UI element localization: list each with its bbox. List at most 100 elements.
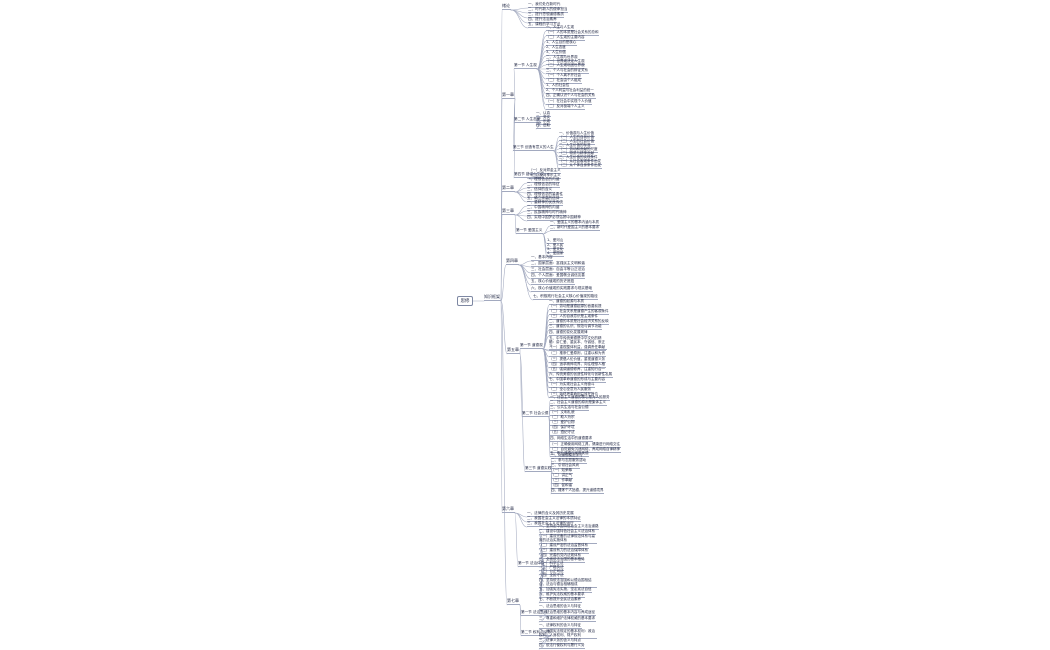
mindmap-node[interactable]: 三、民族精神与时代精神 xyxy=(527,210,568,216)
mindmap-node[interactable]: （一）劳动是道德起源的首要前提 xyxy=(549,304,602,310)
mindmap-node[interactable]: 第二节 社会公德 xyxy=(522,411,549,417)
mindmap-node[interactable]: （四）促和谐 xyxy=(551,483,573,489)
mindmap-node[interactable]: 三、尊重和维护法律权威的基本要求 xyxy=(539,616,596,622)
mindmap-node[interactable]: （四）完善的党内法规体系 xyxy=(539,553,582,559)
mindmap-node[interactable]: 第七章 xyxy=(507,598,520,606)
mindmap-root-node[interactable]: 思修 xyxy=(457,296,473,307)
mindmap-node[interactable]: 七、积极践行社会主义核心价值观的路径 xyxy=(533,294,599,300)
mindmap-node[interactable]: （二）从个体自身条件出发 xyxy=(559,163,602,169)
mindmap-node[interactable]: 第一节 法治思维 xyxy=(521,610,548,616)
mindmap-node[interactable]: （一）知荣辱 xyxy=(551,468,573,474)
mindmap-node[interactable]: 一、法律的含义及其历史发展 xyxy=(527,511,575,517)
mindmap-node[interactable]: 2、个人利益与社会利益的统一 xyxy=(546,88,595,94)
mindmap-node[interactable]: 第六章 xyxy=(502,506,515,514)
mindmap-node[interactable]: （一）在社会中实现个人价值 xyxy=(546,99,592,105)
mindmap-node[interactable]: 第一节 爱国主义 xyxy=(516,228,543,234)
mindmap-node[interactable]: （二）人生的社会价值 xyxy=(559,139,595,145)
mindmap-node[interactable]: 1、爱河山 xyxy=(547,238,564,244)
mindmap-node[interactable]: 六、维护宪法权威的基本要求 xyxy=(539,592,585,598)
mindmap-node[interactable]: 三、社会层面：自由平等公正法治 xyxy=(531,267,586,273)
mindmap-node[interactable]: （三）始终把革命利益放在首位 xyxy=(549,392,599,398)
mindmap-node[interactable]: 四、坚持依法治国和以德治国相结合，法治与德治相辅相成 xyxy=(539,578,597,588)
mindmap-node[interactable]: 一、坚持走中国特色社会主义法治道路 xyxy=(539,524,599,530)
mindmap-node[interactable]: 第二章 xyxy=(502,185,515,193)
mindmap-node[interactable]: 四、道德的变化发展规律 xyxy=(549,330,588,336)
mindmap-node[interactable]: 第三节 创造有意义的人生 xyxy=(513,145,555,151)
mindmap-node[interactable]: 五、核心价值观的历史底蕴 xyxy=(531,279,575,285)
mindmap-node[interactable]: 三、信仰的含义 xyxy=(527,187,553,193)
mindmap-node[interactable]: 四、个人层面：爱国敬业诚信友善 xyxy=(531,273,586,279)
mindmap-node[interactable]: 四、正确认识个人与社会的关系 xyxy=(546,93,596,99)
mindmap-node[interactable]: （二）反对享乐主义 xyxy=(529,173,561,179)
mindmap-node[interactable]: （一）文明礼貌 xyxy=(550,410,575,416)
mindmap-node[interactable]: 二、参与志愿服务活动 xyxy=(551,458,587,464)
mindmap-node[interactable]: 第三章 xyxy=(502,208,515,216)
mindmap-node[interactable]: 五、职业道德与家庭美德 xyxy=(550,451,589,457)
mindmap-node[interactable]: 一、理想信念的内涵 xyxy=(527,177,560,183)
mindmap-node[interactable]: 第三节 道德实践 xyxy=(525,466,552,472)
mindmap-node[interactable]: 二、道德的本质是社会经济关系的反映 xyxy=(549,319,609,325)
mindmap-node[interactable]: 三、人生价值的实现条件 xyxy=(559,155,598,161)
mindmap-node[interactable]: 七、中国革命道德的形成与主要内容 xyxy=(549,377,606,383)
mindmap-node[interactable]: 第五章 xyxy=(507,347,520,355)
mindmap-node[interactable]: （一）科学立法 xyxy=(539,561,564,567)
mindmap-node[interactable]: 2、人生态度 xyxy=(546,45,567,51)
mindmap-node[interactable]: 一、社会主义道德的核心是为人民服务 xyxy=(550,395,610,401)
mindmap-node[interactable]: （一）个人离不开社会 xyxy=(546,73,582,79)
mindmap-node[interactable]: （一）劳动和贡献的尺度 xyxy=(559,147,598,153)
mindmap-node[interactable]: 二、人生价值的标准 xyxy=(559,143,591,149)
mindmap-node[interactable]: （四）保护环境 xyxy=(550,425,575,431)
mindmap-node[interactable]: 知识框架 xyxy=(484,294,501,302)
mindmap-node[interactable]: 第二节 权利与义务 xyxy=(521,630,552,636)
mindmap-node[interactable]: 1、人生目的是核心 xyxy=(546,40,577,46)
mindmap-node[interactable]: 三、乐观 xyxy=(536,119,551,125)
mindmap-node[interactable]: （二）推崇仁爱原则，注重以和为贵 xyxy=(549,351,606,357)
mindmap-node[interactable]: 三、个人与社会的辩证关系 xyxy=(546,68,589,74)
mindmap-node[interactable]: （一）重视整体利益，强调责任奉献 xyxy=(549,345,606,351)
mindmap-node[interactable]: 一、道德的起源与本质 xyxy=(549,299,585,305)
mindmap-node[interactable]: 二、务实 xyxy=(536,115,551,121)
mindmap-node[interactable]: 三、引领社会风尚 xyxy=(551,463,580,469)
mindmap-node[interactable]: 一、向道德模范学习 xyxy=(551,453,583,459)
mindmap-node[interactable]: 四、实现中国梦必须弘扬中国精神 xyxy=(527,215,582,221)
mindmap-node[interactable]: （一）正确使用网络工具，健康进行网络交往 xyxy=(550,442,621,448)
mindmap-node[interactable]: （四）追求精神境界，向往理想人格 xyxy=(549,362,606,368)
mindmap-node[interactable]: 一、认真 xyxy=(536,111,551,117)
mindmap-node[interactable]: 一、人生与人生观 xyxy=(546,25,575,31)
mindmap-node[interactable]: 第四节 错误人生观 xyxy=(514,172,545,178)
mindmap-node[interactable]: 一、重精神的优良传统 xyxy=(527,200,564,206)
mindmap-node[interactable]: （二）社会关系是道德产生的客观条件 xyxy=(549,309,609,315)
mindmap-node[interactable]: 五、加强宪法实施，坚定宪法自信 xyxy=(539,587,592,593)
mindmap-node[interactable]: 三、我国社会主义法律的运行 xyxy=(527,521,575,527)
mindmap-node[interactable]: 一、法律权利的含义与特征 xyxy=(539,623,582,629)
mindmap-node[interactable]: （一）人的本质是社会关系的总和 xyxy=(546,30,599,36)
mindmap-node[interactable]: 六、传统美德的创造性转化与创新性发展 xyxy=(549,372,613,378)
mindmap-node[interactable]: 一、爱国主义的基本内涵与本质 xyxy=(550,220,600,226)
mindmap-node[interactable]: 二、新时代爱国主义的基本要求 xyxy=(550,225,600,231)
mindmap-node[interactable]: （二）全心全意为人民服务 xyxy=(549,387,592,393)
mindmap-node[interactable]: 2、爱人民 xyxy=(547,243,564,249)
mindmap-node[interactable]: （四）全民守法 xyxy=(539,573,564,579)
mindmap-node[interactable]: 三、道德的认识、规范与调节功能 xyxy=(549,324,602,330)
mindmap-node[interactable]: （三）爱护公物 xyxy=(550,420,575,426)
mindmap-node[interactable]: 第四章 xyxy=(506,258,519,266)
mindmap-node[interactable]: 四、网络生活中的道德要求 xyxy=(550,436,593,442)
mindmap-node[interactable]: 二、理想信念的特征 xyxy=(527,182,560,188)
mindmap-node[interactable]: 一、法治思维的含义与特征 xyxy=(539,604,582,610)
mindmap-node[interactable]: 第一节 道德观 xyxy=(520,343,544,349)
mindmap-node[interactable]: 一、我们处在新时代 xyxy=(528,2,561,8)
mindmap-node[interactable]: （二）人生观的主要内容 xyxy=(546,35,585,41)
mindmap-node[interactable]: 二、社会主义道德的原则是集体主义 xyxy=(550,400,607,406)
mindmap-node[interactable]: 四、进取 xyxy=(536,123,551,129)
mindmap-node[interactable]: （一）从社会客观条件出发 xyxy=(559,159,602,165)
mindmap-node[interactable]: 三、提升思想道德素质 xyxy=(528,12,565,18)
mindmap-node[interactable]: 二、国家层面：富强民主文明和谐 xyxy=(531,261,586,267)
mindmap-node[interactable]: （三）公正司法 xyxy=(539,569,564,575)
mindmap-node[interactable]: （一）反对拜金主义 xyxy=(529,168,561,174)
mindmap-node[interactable]: 第一章 xyxy=(502,92,515,100)
mindmap-node[interactable]: （二）讲正气 xyxy=(551,473,573,479)
mindmap-node[interactable]: （二）助人为乐 xyxy=(550,415,575,421)
mindmap-node[interactable]: （二）自觉避免沉迷网络，养成网络自律精神 xyxy=(550,447,621,453)
mindmap-node[interactable]: 1、人的社会性 xyxy=(546,83,570,89)
mindmap-node[interactable]: （二）人生观巩固世界观 xyxy=(546,63,585,69)
